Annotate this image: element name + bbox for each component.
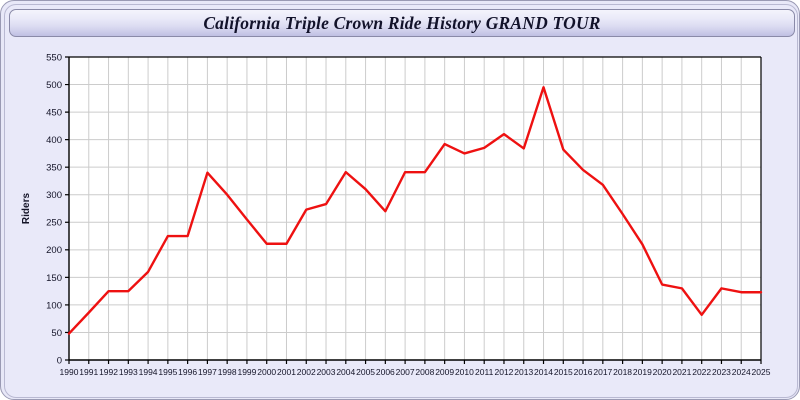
svg-text:2004: 2004 (336, 367, 355, 377)
y-axis-ticks: 0 50 100 150 200 250 300 350 400 450 500 550 (46, 52, 69, 366)
svg-text:350: 350 (46, 163, 62, 174)
grid-lines (69, 56, 762, 360)
svg-text:2007: 2007 (396, 367, 415, 377)
svg-text:1990: 1990 (60, 367, 79, 377)
svg-text:2018: 2018 (613, 367, 632, 377)
svg-text:2008: 2008 (415, 367, 434, 377)
svg-text:450: 450 (46, 107, 62, 118)
svg-text:2002: 2002 (297, 367, 316, 377)
svg-text:2017: 2017 (593, 367, 612, 377)
svg-text:150: 150 (46, 273, 62, 284)
svg-text:2016: 2016 (574, 367, 593, 377)
svg-text:2021: 2021 (672, 367, 691, 377)
chart-title-bar: California Triple Crown Ride History GRA… (9, 9, 795, 37)
svg-text:2024: 2024 (732, 367, 751, 377)
svg-text:2013: 2013 (514, 367, 533, 377)
svg-text:550: 550 (46, 52, 62, 63)
y-axis-title: Riders (21, 193, 32, 225)
svg-text:2012: 2012 (495, 367, 514, 377)
svg-text:200: 200 (46, 245, 62, 256)
svg-text:1996: 1996 (178, 367, 197, 377)
svg-text:250: 250 (46, 218, 62, 229)
svg-text:2019: 2019 (633, 367, 652, 377)
x-axis-ticks: 1990 1991 1992 1993 1994 1995 1996 1997 1998 1999… (60, 360, 771, 377)
svg-text:100: 100 (46, 300, 62, 311)
svg-text:2006: 2006 (376, 367, 395, 377)
svg-text:0: 0 (57, 355, 62, 366)
svg-text:2011: 2011 (475, 367, 494, 377)
svg-text:300: 300 (46, 190, 62, 201)
svg-text:1993: 1993 (119, 367, 138, 377)
svg-text:2020: 2020 (653, 367, 672, 377)
svg-text:400: 400 (46, 135, 62, 146)
plot-frame (68, 56, 762, 361)
svg-text:2000: 2000 (257, 367, 276, 377)
svg-text:2015: 2015 (554, 367, 573, 377)
window-inner-panel: California Triple Crown Ride History GRA… (4, 4, 798, 398)
svg-text:1992: 1992 (99, 367, 118, 377)
page-title: California Triple Crown Ride History GRA… (203, 12, 601, 33)
data-series-line (67, 86, 763, 335)
svg-text:2023: 2023 (712, 367, 731, 377)
svg-text:1994: 1994 (139, 367, 158, 377)
svg-text:2003: 2003 (317, 367, 336, 377)
svg-text:2005: 2005 (356, 367, 375, 377)
svg-text:1991: 1991 (79, 367, 98, 377)
svg-text:2022: 2022 (692, 367, 711, 377)
svg-text:2025: 2025 (752, 367, 771, 377)
svg-text:1995: 1995 (158, 367, 177, 377)
svg-text:2014: 2014 (534, 367, 553, 377)
plot-area-container: 0 50 100 150 200 250 300 350 400 450 500 550 1990 19… (9, 39, 795, 391)
svg-text:2009: 2009 (435, 367, 454, 377)
svg-text:2010: 2010 (455, 367, 474, 377)
svg-text:1999: 1999 (237, 367, 256, 377)
svg-text:Riders: Riders (21, 193, 32, 225)
svg-text:50: 50 (51, 328, 62, 339)
svg-text:2001: 2001 (277, 367, 296, 377)
svg-text:1997: 1997 (198, 367, 217, 377)
svg-text:1998: 1998 (218, 367, 237, 377)
svg-text:500: 500 (46, 80, 62, 91)
